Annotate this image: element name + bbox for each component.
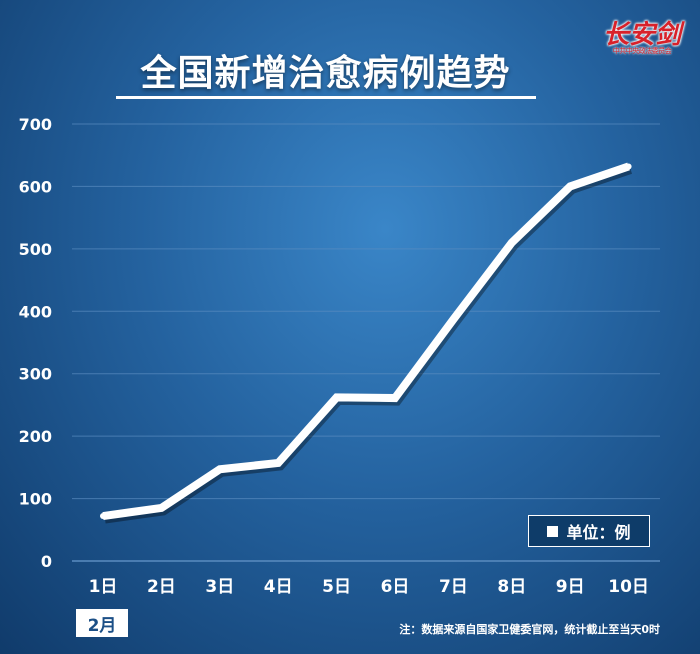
x-tick-label: 5日 [322,577,351,597]
y-tick-label: 400 [19,302,52,321]
x-tick-label: 4日 [264,577,293,597]
chart-title: 全国新增治愈病例趋势 [140,53,511,94]
logo-text: 长安剑 [602,20,681,50]
legend-swatch [547,525,559,537]
series-line-shadow [104,165,633,524]
x-tick-label: 3日 [205,577,234,597]
x-tick-label: 7日 [439,577,468,597]
brand-logo: 长安剑 中共中央政法委员会 [596,14,688,62]
data-point [625,163,632,170]
x-tick-label: 1日 [89,577,118,597]
data-point [275,459,282,466]
series-line [102,162,630,521]
x-tick-label: 8日 [497,577,526,597]
month-label: 2月 [76,609,128,637]
y-tick-label: 500 [19,240,52,259]
legend: 单位：例 [528,515,650,547]
logo-subtext: 中共中央政法委员会 [612,47,672,55]
x-tick-label: 2日 [147,577,176,597]
y-tick-label: 100 [19,490,52,509]
data-point [508,239,515,246]
y-tick-label: 0 [41,552,52,571]
data-point [216,466,223,473]
title-underline [116,96,536,99]
y-tick-label: 300 [19,365,52,384]
data-point [158,504,165,511]
y-tick-label: 600 [19,177,52,196]
data-point [450,316,457,323]
data-point [567,183,574,190]
source-note: 注：数据来源自国家卫健委官网，统计截止至当天0时 [399,623,660,636]
data-point [333,394,340,401]
y-tick-label: 700 [19,115,52,134]
y-tick-label: 200 [19,427,52,446]
data-point [100,513,106,520]
data-point [392,395,398,402]
x-tick-label: 10日 [608,577,649,597]
x-tick-label: 6日 [381,577,410,597]
x-tick-label: 9日 [556,577,585,597]
legend-label: 单位：例 [566,523,631,542]
